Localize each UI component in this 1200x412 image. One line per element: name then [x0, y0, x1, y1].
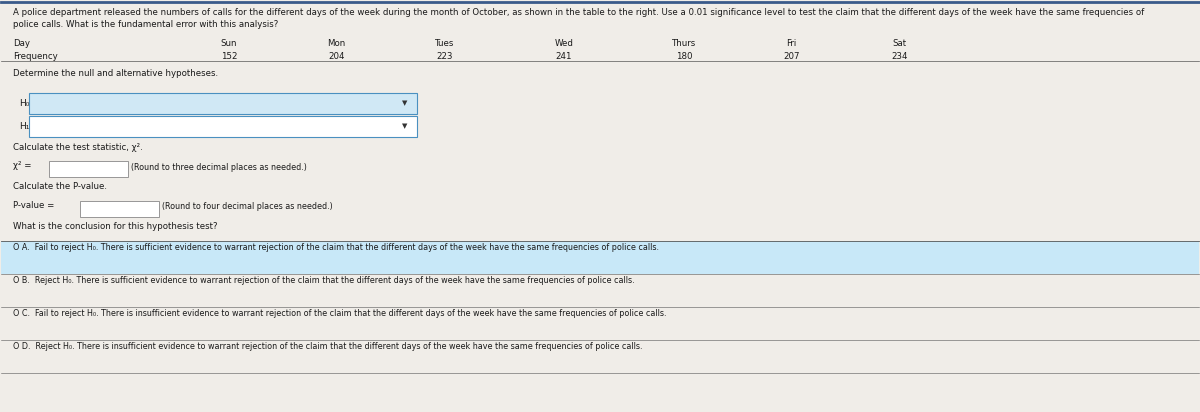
Text: ▼: ▼	[402, 100, 408, 106]
Text: Mon: Mon	[328, 39, 346, 48]
Text: O C.  Fail to reject H₀. There is insufficient evidence to warrant rejection of : O C. Fail to reject H₀. There is insuffi…	[13, 309, 667, 318]
Text: P-value =: P-value =	[13, 201, 58, 210]
Text: (Round to three decimal places as needed.): (Round to three decimal places as needed…	[131, 163, 306, 172]
Text: 180: 180	[676, 52, 692, 61]
Text: H₀: H₀	[19, 99, 30, 108]
FancyBboxPatch shape	[1, 241, 1199, 274]
Text: 234: 234	[892, 52, 907, 61]
Text: Tues: Tues	[434, 39, 454, 48]
Text: O D.  Reject H₀. There is insufficient evidence to warrant rejection of the clai: O D. Reject H₀. There is insufficient ev…	[13, 342, 643, 351]
Text: χ² =: χ² =	[13, 161, 35, 170]
FancyBboxPatch shape	[29, 116, 416, 137]
Text: 207: 207	[784, 52, 800, 61]
Text: 241: 241	[556, 52, 572, 61]
Text: H₁: H₁	[19, 122, 30, 131]
FancyBboxPatch shape	[80, 201, 160, 217]
Text: police calls. What is the fundamental error with this analysis?: police calls. What is the fundamental er…	[13, 20, 278, 29]
Text: O A.  Fail to reject H₀. There is sufficient evidence to warrant rejection of th: O A. Fail to reject H₀. There is suffici…	[13, 243, 659, 252]
Text: Frequency: Frequency	[13, 52, 58, 61]
Text: Calculate the test statistic, χ².: Calculate the test statistic, χ².	[13, 143, 143, 152]
FancyBboxPatch shape	[49, 161, 128, 177]
Text: ▼: ▼	[402, 124, 408, 130]
Text: A police department released the numbers of calls for the different days of the : A police department released the numbers…	[13, 7, 1145, 16]
Text: What is the conclusion for this hypothesis test?: What is the conclusion for this hypothes…	[13, 222, 218, 232]
Text: Day: Day	[13, 39, 30, 48]
Text: 152: 152	[221, 52, 238, 61]
Text: O B.  Reject H₀. There is sufficient evidence to warrant rejection of the claim : O B. Reject H₀. There is sufficient evid…	[13, 276, 635, 286]
Text: (Round to four decimal places as needed.): (Round to four decimal places as needed.…	[162, 202, 332, 211]
Text: Determine the null and alternative hypotheses.: Determine the null and alternative hypot…	[13, 69, 218, 78]
Text: Wed: Wed	[554, 39, 574, 48]
Text: Fri: Fri	[786, 39, 797, 48]
Text: 223: 223	[436, 52, 452, 61]
Text: 204: 204	[329, 52, 344, 61]
FancyBboxPatch shape	[29, 93, 416, 114]
Text: Sat: Sat	[893, 39, 906, 48]
Text: Calculate the P-value.: Calculate the P-value.	[13, 182, 107, 191]
Text: Thurs: Thurs	[672, 39, 696, 48]
Text: Sun: Sun	[221, 39, 238, 48]
